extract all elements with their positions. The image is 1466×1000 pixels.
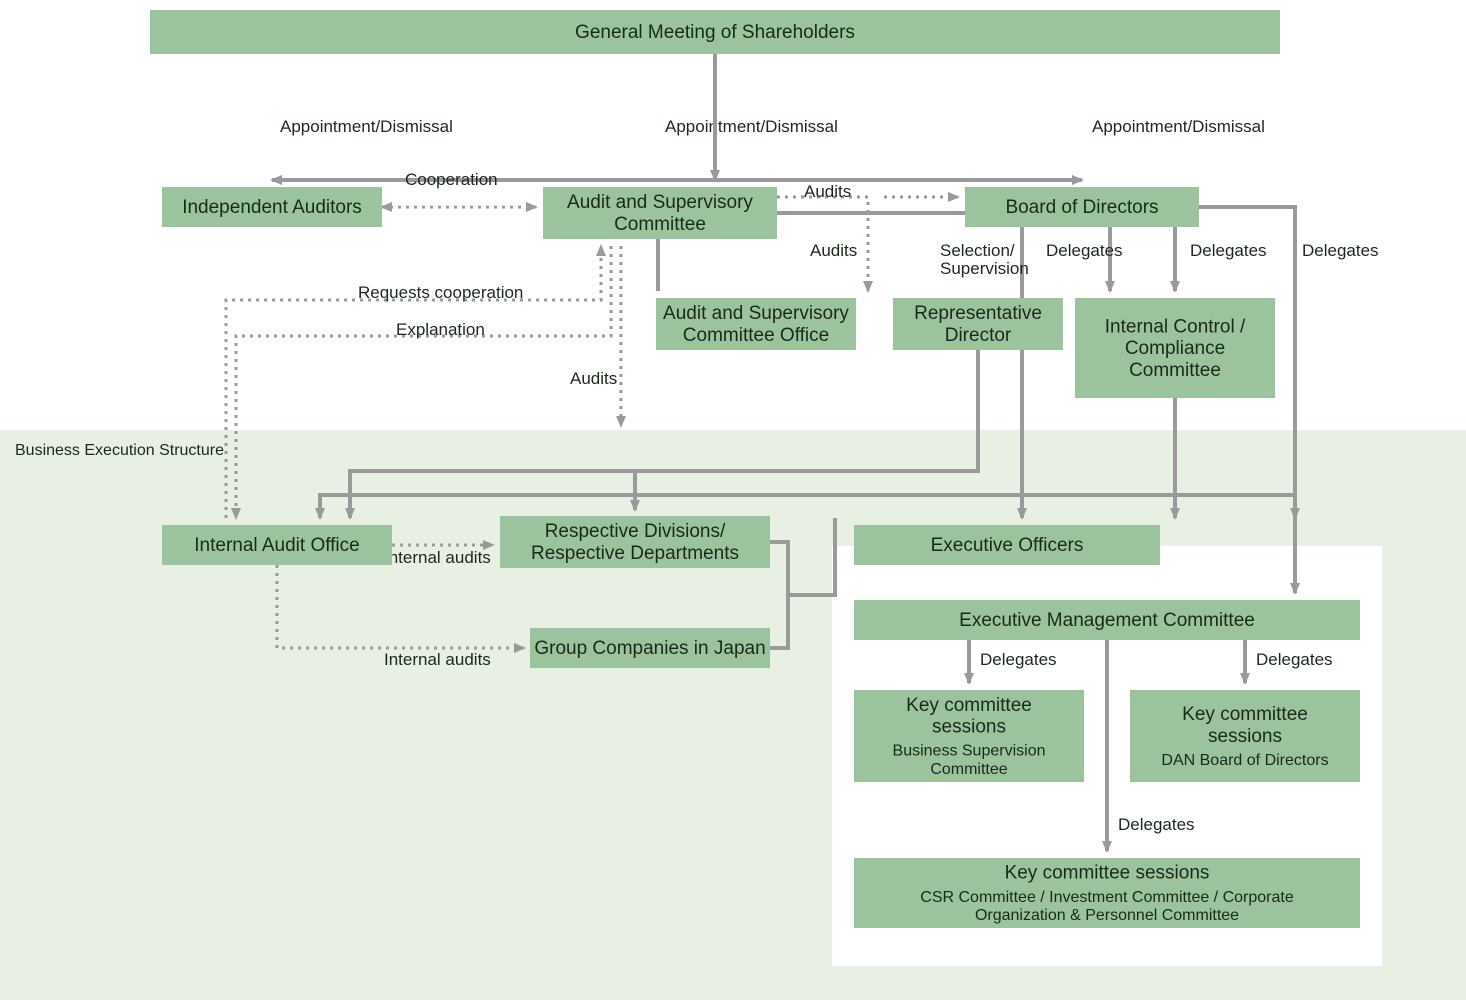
node-label: Key committee (1182, 704, 1308, 725)
node-gcj: Group Companies in Japan (530, 628, 770, 668)
node-sublabel: DAN Board of Directors (1161, 752, 1328, 769)
node-bod: Board of Directors (965, 187, 1199, 227)
node-label: Committee (614, 214, 706, 235)
node-key3: Key committee sessions CSR Committee / In… (854, 858, 1360, 928)
node-key2: Key committeesessions DAN Board of Direct… (1130, 690, 1360, 782)
edge-label: Delegates (1256, 650, 1333, 669)
node-label: Board of Directors (1005, 197, 1158, 218)
node-execoff: Executive Officers (854, 525, 1160, 565)
node-key1: Key committeesessions Business Supervisio… (854, 690, 1084, 782)
edge-label: Audits (804, 182, 851, 201)
node-label: Representative (914, 303, 1042, 324)
node-label: Group Companies in Japan (534, 638, 765, 659)
section-label: Business Execution Structure (15, 442, 224, 459)
node-emc: Executive Management Committee (854, 600, 1360, 640)
node-label: Internal Control / (1105, 316, 1246, 337)
edge-label: Internal audits (384, 548, 491, 567)
node-ia: Independent Auditors (162, 187, 382, 227)
edge-label: Delegates (1046, 241, 1123, 260)
node-label: General Meeting of Shareholders (575, 22, 855, 43)
node-label: Committee (1129, 360, 1221, 381)
edge-label: Audits (810, 241, 857, 260)
node-label: Internal Audit Office (194, 535, 359, 556)
node-label: Audit and Supervisory (567, 192, 753, 213)
node-label: Executive Management Committee (959, 610, 1255, 631)
node-iao: Internal Audit Office (162, 525, 392, 565)
node-sublabel: CSR Committee / Investment Committee / C… (920, 889, 1294, 906)
edge-label: Appointment/Dismissal (280, 117, 453, 136)
edge-label: Audits (570, 369, 617, 388)
node-label: Key committee (906, 695, 1032, 716)
edge-label: Explanation (396, 320, 485, 339)
node-label: sessions (1208, 726, 1282, 747)
node-label: Audit and Supervisory (663, 303, 849, 324)
edge-label: Selection/ (940, 241, 1015, 260)
node-label: Respective Departments (531, 543, 739, 564)
edge-label: Delegates (1302, 241, 1379, 260)
node-repdir: RepresentativeDirector (893, 298, 1063, 350)
node-label: Respective Divisions/ (545, 521, 726, 542)
node-label: Key committee sessions (1005, 863, 1210, 884)
node-sublabel: Organization & Personnel Committee (975, 907, 1239, 924)
edge-label: Cooperation (405, 170, 498, 189)
node-sublabel: Business Supervision (893, 743, 1046, 760)
node-asco: Audit and SupervisoryCommittee Office (656, 298, 856, 350)
node-iccc: Internal Control /ComplianceCommittee (1075, 298, 1275, 398)
edge-label: Delegates (1118, 815, 1195, 834)
edge-label: Delegates (980, 650, 1057, 669)
node-label: sessions (932, 717, 1006, 738)
node-sublabel: Committee (930, 761, 1007, 778)
edge-label: Internal audits (384, 650, 491, 669)
edge-label: Supervision (940, 259, 1029, 278)
org-flowchart: Business Execution Structure Appointment/… (0, 0, 1466, 1000)
edge-label: Delegates (1190, 241, 1267, 260)
edge-label: Appointment/Dismissal (665, 117, 838, 136)
node-divs: Respective Divisions/Respective Departme… (500, 516, 770, 568)
node-label: Compliance (1125, 338, 1225, 359)
node-asc: Audit and SupervisoryCommittee (543, 187, 777, 239)
edge-label: Requests cooperation (358, 283, 523, 302)
node-label: Executive Officers (931, 535, 1084, 556)
node-label: Committee Office (683, 325, 829, 346)
node-label: Director (945, 325, 1012, 346)
edge-label: Appointment/Dismissal (1092, 117, 1265, 136)
node-gms: General Meeting of Shareholders (150, 10, 1280, 54)
node-label: Independent Auditors (182, 197, 362, 218)
